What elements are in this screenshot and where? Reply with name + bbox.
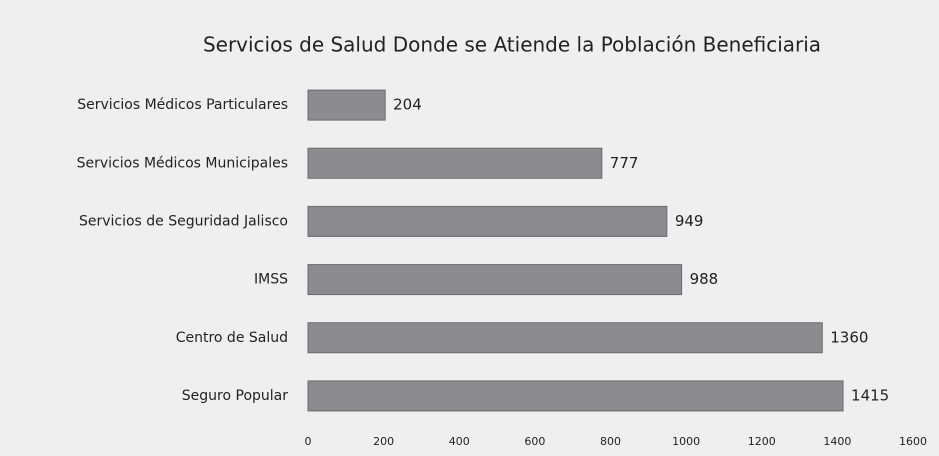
x-tick-label: 800: [600, 435, 621, 448]
bar: [307, 89, 386, 121]
data-label: 988: [690, 270, 719, 288]
data-label: 1360: [830, 328, 868, 346]
data-label: 204: [393, 96, 422, 114]
y-tick-label: Servicios Médicos Particulares: [77, 97, 288, 113]
x-tick-label: 1000: [672, 435, 700, 448]
y-tick-label: Servicios Médicos Municipales: [77, 155, 288, 171]
x-tick-label: 0: [305, 435, 312, 448]
y-tick-label: Servicios de Seguridad Jalisco: [79, 213, 288, 229]
x-tick-label: 400: [449, 435, 470, 448]
x-tick-label: 1400: [823, 435, 851, 448]
bar: [307, 205, 668, 237]
chart-title: Servicios de Salud Donde se Atiende la P…: [203, 33, 821, 57]
data-label: 777: [610, 154, 639, 172]
y-tick-label: Seguro Popular: [182, 388, 288, 404]
x-tick-label: 1600: [899, 435, 927, 448]
x-tick-label: 1200: [748, 435, 776, 448]
x-tick-label: 200: [373, 435, 394, 448]
data-label: 949: [675, 212, 704, 230]
x-tick-label: 600: [524, 435, 545, 448]
y-tick-label: Centro de Salud: [176, 330, 288, 346]
bar: [307, 147, 603, 179]
data-label: 1415: [851, 386, 889, 404]
bar: [307, 322, 823, 354]
y-tick-label: IMSS: [254, 272, 288, 288]
bar: [307, 380, 844, 412]
bar: [307, 264, 683, 296]
